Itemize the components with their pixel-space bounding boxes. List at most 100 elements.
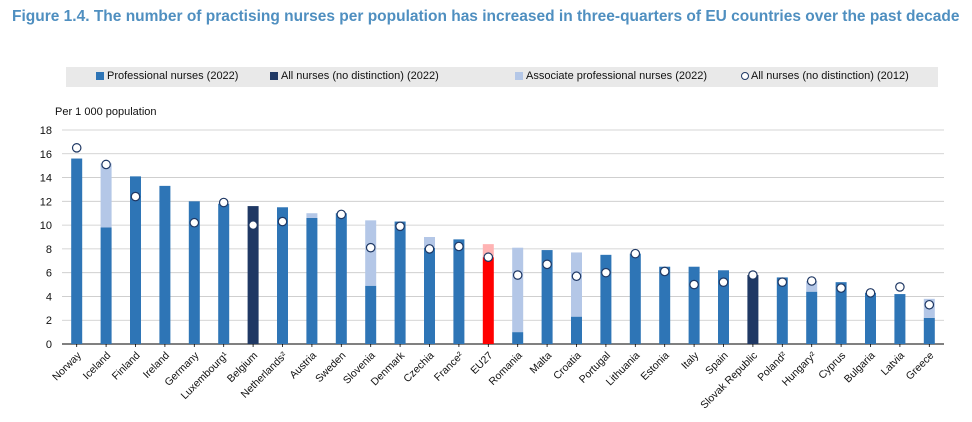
marker-2012 xyxy=(806,276,817,286)
bar-associate xyxy=(424,237,435,248)
x-tick-label: Czechia xyxy=(401,350,436,385)
marker-2012 xyxy=(659,266,670,277)
bar-professional xyxy=(306,217,318,344)
bar-professional xyxy=(923,317,935,344)
bar-professional xyxy=(806,291,818,344)
legend-label-no-distinction: All nurses (no distinction) (2022) xyxy=(281,70,439,82)
legend-label-associate: Associate professional nurses (2022) xyxy=(526,70,707,82)
legend-item-no-distinction: All nurses (no distinction) (2022) xyxy=(270,70,439,82)
bar-professional xyxy=(159,185,171,344)
bar-associate xyxy=(512,247,524,333)
bar-professional xyxy=(600,254,612,344)
bar-professional xyxy=(659,266,671,344)
y-tick-label: 16 xyxy=(40,149,52,161)
marker-2012 xyxy=(689,279,699,290)
legend-swatch-associate xyxy=(515,72,523,80)
marker-2012 xyxy=(542,259,552,270)
x-tick-label: Estonia xyxy=(639,350,672,383)
x-axis: NorwayIcelandFinlandIrelandGermanyLuxemb… xyxy=(50,344,937,411)
marker-2012 xyxy=(365,242,376,253)
bar-no-distinction xyxy=(747,275,759,344)
legend-label-2012: All nurses (no distinction) (2012) xyxy=(751,70,909,82)
marker-2012 xyxy=(101,159,111,170)
marker-2012 xyxy=(777,277,788,287)
legend-swatch-no-distinction xyxy=(270,72,278,80)
legend-swatch-professional xyxy=(96,72,104,80)
marker-2012 xyxy=(71,143,82,153)
marker-2012 xyxy=(248,220,258,230)
y-axis-label: Per 1 000 population xyxy=(55,106,157,118)
y-tick-label: 0 xyxy=(46,339,52,351)
bar-professional xyxy=(865,292,876,344)
marker-2012 xyxy=(454,241,464,252)
y-tick-label: 12 xyxy=(40,196,52,208)
bar-professional xyxy=(629,253,641,344)
marker-2012 xyxy=(924,299,935,310)
x-tick-label: Norway xyxy=(50,349,84,383)
chart-legend: Professional nurses (2022) All nurses (n… xyxy=(66,67,938,87)
marker-2012 xyxy=(424,244,435,254)
bar-professional xyxy=(571,316,582,344)
marker-2012 xyxy=(630,248,641,259)
bar-associate xyxy=(571,252,582,317)
marker-2012 xyxy=(865,288,876,298)
y-tick-label: 4 xyxy=(46,291,52,303)
figure-title: Figure 1.4. The number of practising nur… xyxy=(12,8,960,25)
y-tick-label: 6 xyxy=(46,268,52,280)
marker-2012 xyxy=(395,221,405,232)
marker-2012 xyxy=(718,277,729,287)
y-tick-label: 2 xyxy=(46,315,52,327)
bar-professional xyxy=(482,257,494,344)
bar-associate xyxy=(306,213,318,218)
legend-item-associate: Associate professional nurses (2022) xyxy=(515,70,707,82)
legend-item-professional: Professional nurses (2022) xyxy=(96,70,238,82)
y-tick-label: 14 xyxy=(40,173,52,185)
x-tick-label: Finland xyxy=(110,350,143,383)
bar-professional xyxy=(776,277,788,344)
x-tick-label: Bulgaria xyxy=(842,350,878,386)
y-tick-label: 8 xyxy=(46,244,52,256)
x-tick-label: Iceland xyxy=(81,350,114,383)
marker-2012 xyxy=(130,191,141,202)
bars xyxy=(71,158,935,344)
x-tick-label: Spain xyxy=(703,350,731,378)
marker-2012 xyxy=(336,209,347,220)
x-tick-label: France² xyxy=(432,349,466,383)
bar-professional xyxy=(188,201,200,344)
bar-professional xyxy=(335,213,347,344)
x-tick-label: Malta xyxy=(528,350,555,377)
x-tick-label: Greece xyxy=(904,350,937,383)
legend-item-2012: All nurses (no distinction) (2012) xyxy=(741,70,909,82)
bar-professional xyxy=(688,266,700,344)
bar-professional xyxy=(365,285,377,344)
bar-associate xyxy=(365,220,377,286)
bar-professional xyxy=(424,247,435,344)
y-axis: 0 2 4 6 8 10 12 14 16 18 xyxy=(40,125,52,351)
marker-2012 xyxy=(601,267,611,278)
bar-professional xyxy=(277,207,288,344)
bar-professional xyxy=(394,221,406,344)
bar-no-distinction xyxy=(247,206,259,344)
bar-professional xyxy=(130,176,141,344)
legend-marker-2012 xyxy=(741,72,749,80)
bar-professional xyxy=(71,158,83,344)
bar-professional xyxy=(218,203,230,344)
bar-professional xyxy=(894,294,906,344)
marker-2012 xyxy=(218,197,229,208)
y-tick-label: 10 xyxy=(40,220,52,232)
bar-professional xyxy=(512,332,524,344)
bar-professional xyxy=(453,239,465,344)
marker-2012 xyxy=(895,282,905,292)
legend-label-professional: Professional nurses (2022) xyxy=(107,70,239,82)
x-tick-label: EU27 xyxy=(468,350,495,377)
marker-2012 xyxy=(571,271,582,282)
bar-associate xyxy=(482,244,494,258)
gridlines xyxy=(62,129,944,345)
marker-2012 xyxy=(277,216,288,227)
x-tick-label: Italy xyxy=(679,349,702,372)
marker-2012 xyxy=(512,270,523,280)
bar-professional xyxy=(541,250,553,344)
bar-associate xyxy=(100,163,112,228)
bar-professional xyxy=(100,227,112,344)
